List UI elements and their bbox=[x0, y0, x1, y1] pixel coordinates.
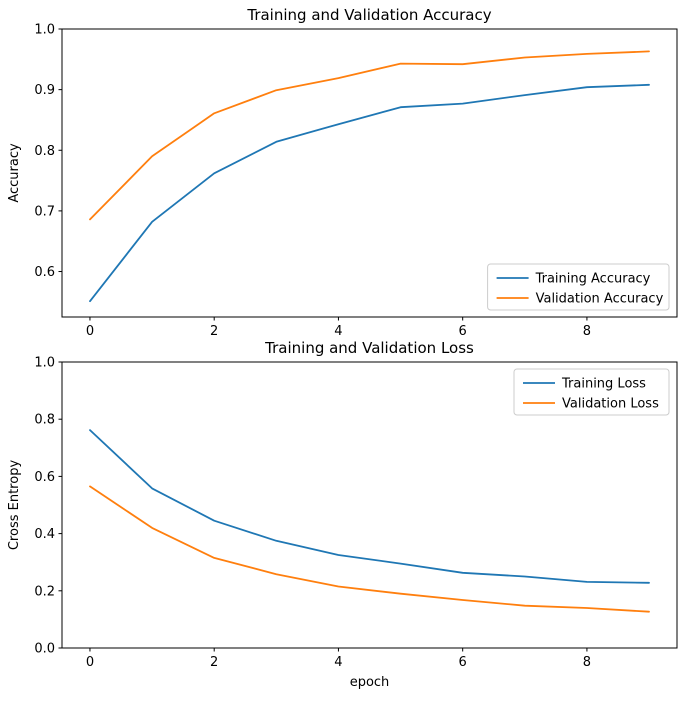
y-tick-label: 0.6 bbox=[34, 470, 55, 485]
subplot-1: Training and Validation Loss 0.0 0.2 0.4 0.6… bbox=[7, 339, 678, 690]
x-tick-label: 8 bbox=[583, 655, 591, 670]
y-tick-label: 0.8 bbox=[34, 413, 55, 428]
y-tick-label: 0.8 bbox=[34, 144, 55, 159]
y-tick-label: 0.2 bbox=[34, 584, 55, 599]
x-axis-label: epoch bbox=[350, 675, 390, 690]
x-tick-label: 2 bbox=[210, 324, 218, 339]
legend: Training Loss Validation Loss bbox=[513, 368, 670, 416]
axes-frame bbox=[61, 28, 678, 318]
x-tick-label: 2 bbox=[210, 655, 218, 670]
chart-title: Training and Validation Accuracy bbox=[246, 6, 491, 24]
legend-label: Training Loss bbox=[561, 377, 646, 392]
x-tick-label: 6 bbox=[459, 655, 467, 670]
y-axis-label: Cross Entropy bbox=[7, 460, 22, 551]
x-tick-label: 6 bbox=[459, 324, 467, 339]
y-tick-label: 1.0 bbox=[34, 23, 55, 38]
legend-label: Validation Loss bbox=[562, 397, 659, 412]
y-tick-label: 0.4 bbox=[34, 527, 55, 542]
subplot-0: Training and Validation Accuracy 0.6 0.7 0.… bbox=[7, 6, 678, 339]
x-tick-label: 0 bbox=[86, 655, 94, 670]
chart-title: Training and Validation Loss bbox=[264, 339, 474, 357]
x-tick-label: 8 bbox=[583, 324, 591, 339]
x-tick-label: 4 bbox=[334, 655, 342, 670]
axes-frame bbox=[61, 361, 678, 649]
legend-label: Training Accuracy bbox=[535, 272, 651, 287]
legend: Training Accuracy Validation Accuracy bbox=[487, 263, 670, 311]
y-tick-label: 0.6 bbox=[34, 265, 55, 280]
y-axis-label: Accuracy bbox=[7, 143, 22, 203]
legend-box bbox=[487, 263, 670, 311]
series-line-0 bbox=[89, 429, 650, 584]
series-line-1 bbox=[89, 485, 650, 613]
y-tick-label: 0.0 bbox=[34, 642, 55, 657]
series-line-0 bbox=[89, 83, 650, 303]
x-tick-label: 4 bbox=[334, 324, 342, 339]
y-tick-label: 0.7 bbox=[34, 204, 55, 219]
x-tick-label: 0 bbox=[86, 324, 94, 339]
legend-label: Validation Accuracy bbox=[536, 292, 664, 307]
series-line-1 bbox=[89, 50, 650, 221]
y-tick-label: 0.9 bbox=[34, 83, 55, 98]
y-tick-label: 1.0 bbox=[34, 356, 55, 371]
